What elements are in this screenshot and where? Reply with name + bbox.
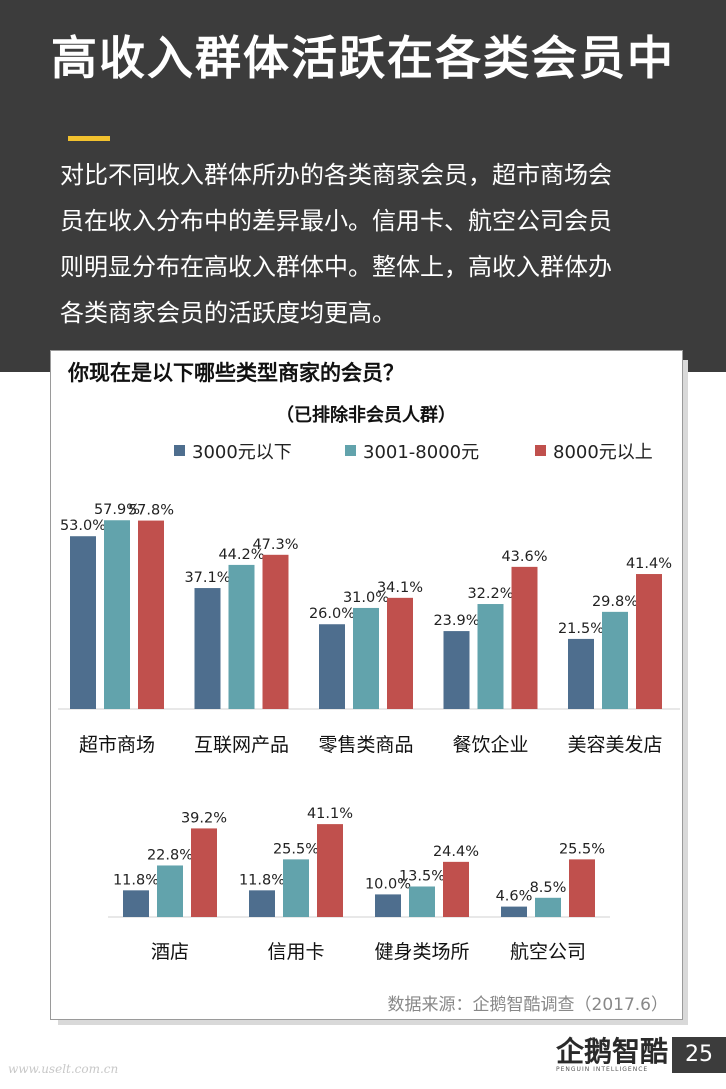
bar xyxy=(375,894,401,917)
category-label: 健身类场所 xyxy=(374,941,469,963)
bar xyxy=(353,607,379,709)
bar xyxy=(477,604,504,709)
data-label: 41.1% xyxy=(307,806,353,822)
bar xyxy=(319,624,345,709)
description-line: 则明显分布在高收入群体中。整体上，高收入群体办 xyxy=(60,253,612,281)
bar xyxy=(249,890,275,917)
data-label: 25.5% xyxy=(559,841,605,857)
logo-subtitle: PENGUIN INTELLIGENCE xyxy=(556,1066,649,1073)
data-label: 22.8% xyxy=(147,847,193,863)
bar xyxy=(568,638,594,709)
source-note: 数据来源：企鹅智酷调查（2017.6） xyxy=(388,995,668,1015)
header-panel xyxy=(0,0,726,372)
bar xyxy=(157,865,183,917)
category-label: 航空公司 xyxy=(510,941,586,963)
bar xyxy=(602,611,628,709)
description-line: 各类商家会员的活跃度均更高。 xyxy=(60,299,396,327)
card-shadow xyxy=(683,360,688,1022)
bar xyxy=(535,897,561,917)
data-label: 11.8% xyxy=(113,872,159,888)
bar xyxy=(123,890,149,917)
data-label: 34.1% xyxy=(377,580,423,596)
bar xyxy=(409,886,435,917)
data-label: 8.5% xyxy=(530,880,567,896)
data-label: 41.4% xyxy=(626,556,672,572)
page-title: 高收入群体活跃在各类会员中 xyxy=(51,31,675,85)
legend-label: 3001-8000元 xyxy=(363,442,479,463)
legend-swatch xyxy=(345,445,356,456)
chart-subtitle: （已排除非会员人群） xyxy=(276,404,456,426)
bar xyxy=(443,631,470,709)
data-label: 47.3% xyxy=(252,537,298,553)
data-label: 4.6% xyxy=(496,889,533,905)
category-label: 互联网产品 xyxy=(194,734,289,756)
data-label: 32.2% xyxy=(467,586,513,602)
category-label: 信用卡 xyxy=(267,941,324,963)
category-label: 餐饮企业 xyxy=(452,734,528,756)
bar xyxy=(70,536,96,709)
bar xyxy=(104,520,130,709)
bar xyxy=(138,520,164,709)
data-label: 57.9% xyxy=(94,502,140,518)
bar xyxy=(191,828,217,917)
logo: 企鹅智酷 PENGUIN INTELLIGENCE xyxy=(556,1030,669,1078)
bar xyxy=(317,824,343,917)
description-line: 对比不同收入群体所办的各类商家会员，超市商场会 xyxy=(60,161,612,189)
watermark: www.uselt.com.cn xyxy=(8,1062,119,1076)
bar xyxy=(194,588,221,709)
bar xyxy=(501,906,527,917)
data-label: 23.9% xyxy=(433,613,479,629)
data-label: 43.6% xyxy=(501,549,547,565)
category-label: 零售类商品 xyxy=(318,734,413,756)
data-label: 29.8% xyxy=(592,594,638,610)
category-label: 酒店 xyxy=(151,941,189,963)
description: 对比不同收入群体所办的各类商家会员，超市商场会 员在收入分布中的差异最小。信用卡… xyxy=(60,152,690,336)
data-label: 26.0% xyxy=(309,606,355,622)
description-line: 员在收入分布中的差异最小。信用卡、航空公司会员 xyxy=(60,207,612,235)
data-label: 24.4% xyxy=(433,844,479,860)
bar xyxy=(387,597,413,709)
data-label: 57.8% xyxy=(128,503,174,519)
data-label: 44.2% xyxy=(218,547,264,563)
legend-swatch xyxy=(174,445,185,456)
legend-label: 8000元以上 xyxy=(553,442,653,463)
bar xyxy=(228,564,255,709)
legend-label: 3000元以下 xyxy=(192,442,292,463)
data-label: 37.1% xyxy=(184,570,230,586)
data-label: 31.0% xyxy=(343,590,389,606)
card-shadow xyxy=(58,1020,688,1025)
legend-swatch xyxy=(535,445,546,456)
bar xyxy=(283,859,309,917)
bar xyxy=(262,554,289,709)
category-label: 美容美发店 xyxy=(567,734,662,756)
chart-title: 你现在是以下哪些类型商家的会员？ xyxy=(67,361,404,385)
bar xyxy=(636,574,662,709)
category-label: 超市商场 xyxy=(79,734,155,756)
data-label: 39.2% xyxy=(181,810,227,826)
accent-bar xyxy=(68,136,110,141)
page-number: 25 xyxy=(672,1037,726,1073)
bar xyxy=(443,861,469,917)
data-label: 13.5% xyxy=(399,868,445,884)
bar xyxy=(569,859,595,917)
data-label: 21.5% xyxy=(558,621,604,637)
logo-text: 企鹅智酷 xyxy=(556,1035,669,1068)
bar xyxy=(511,566,538,709)
data-label: 53.0% xyxy=(60,518,106,534)
data-label: 25.5% xyxy=(273,841,319,857)
data-label: 10.0% xyxy=(365,876,411,892)
data-label: 11.8% xyxy=(239,872,285,888)
